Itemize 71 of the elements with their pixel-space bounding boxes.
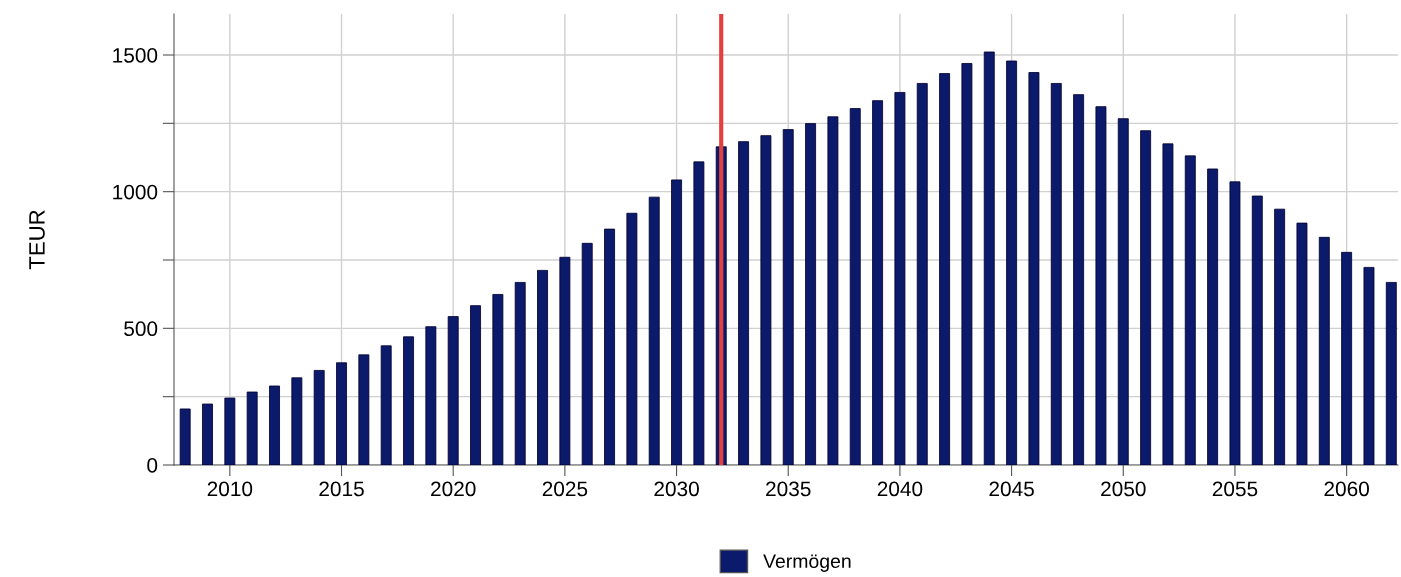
x-tick-label: 2050 xyxy=(1101,481,1146,497)
bar xyxy=(447,316,459,465)
bar xyxy=(269,385,280,465)
bar xyxy=(827,116,839,465)
bar xyxy=(246,391,258,465)
bar xyxy=(782,129,794,465)
x-tick-label: 2025 xyxy=(542,481,588,497)
y-tick-label: 1500 xyxy=(113,48,158,63)
x-tick-label: 2040 xyxy=(877,481,923,497)
bar xyxy=(1162,143,1174,465)
bar xyxy=(1296,222,1308,465)
bar xyxy=(1229,181,1241,465)
bar xyxy=(1318,236,1330,465)
bar xyxy=(1385,281,1397,465)
x-tick-label: 2055 xyxy=(1212,481,1258,497)
bar xyxy=(1274,208,1286,465)
bar xyxy=(224,397,236,465)
x-tick-label: 2020 xyxy=(431,481,476,497)
x-tick-label: 2030 xyxy=(654,481,699,497)
bar xyxy=(291,377,303,465)
bar xyxy=(1363,266,1375,465)
bar xyxy=(179,408,191,465)
bar xyxy=(313,370,325,465)
bar xyxy=(336,362,347,465)
bar xyxy=(872,100,884,465)
bar xyxy=(514,281,526,465)
x-tick-label: 2045 xyxy=(989,481,1034,497)
y-axis-title: TEUR xyxy=(29,210,45,270)
bar xyxy=(358,354,370,465)
bar xyxy=(693,161,705,465)
bar xyxy=(983,51,995,465)
bar xyxy=(1095,106,1107,465)
bar xyxy=(581,242,593,465)
bar xyxy=(760,135,772,465)
bar xyxy=(425,326,437,465)
x-tick-label: 2010 xyxy=(207,481,253,497)
bar xyxy=(380,345,392,465)
bar xyxy=(1050,83,1062,465)
bar xyxy=(537,269,548,465)
bar xyxy=(894,92,906,465)
legend-label: Vermögen xyxy=(763,554,851,572)
bar xyxy=(1341,251,1353,465)
bar xyxy=(939,73,951,465)
x-tick-label: 2015 xyxy=(319,481,364,497)
y-tick-label: 0 xyxy=(147,458,158,473)
bar xyxy=(492,294,504,465)
x-tick-label: 2060 xyxy=(1324,481,1369,497)
bar xyxy=(403,336,414,465)
bar xyxy=(1184,155,1196,465)
bar xyxy=(849,108,861,465)
bar xyxy=(626,212,638,465)
bar xyxy=(961,63,973,465)
y-tick-label: 500 xyxy=(124,321,158,337)
bar xyxy=(1117,118,1129,465)
bar xyxy=(805,123,817,465)
bar xyxy=(1028,72,1040,465)
x-tick-label: 2035 xyxy=(766,481,811,497)
bar xyxy=(1140,130,1152,465)
bar xyxy=(470,305,481,465)
y-tick-label: 1000 xyxy=(113,184,158,200)
bar xyxy=(559,256,571,465)
bar xyxy=(916,83,928,465)
bar xyxy=(1207,168,1219,465)
bar xyxy=(202,403,213,465)
bar xyxy=(604,228,615,465)
bar xyxy=(1073,94,1085,465)
bar xyxy=(1251,195,1263,465)
bar xyxy=(671,179,682,465)
bar xyxy=(648,196,660,465)
bar xyxy=(1006,60,1018,465)
bar xyxy=(738,141,750,465)
